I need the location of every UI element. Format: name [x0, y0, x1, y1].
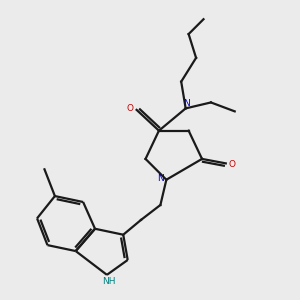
Text: O: O: [127, 104, 134, 113]
Text: NH: NH: [102, 277, 115, 286]
Text: O: O: [228, 160, 235, 169]
Text: N: N: [183, 99, 190, 108]
Text: N: N: [158, 174, 164, 183]
